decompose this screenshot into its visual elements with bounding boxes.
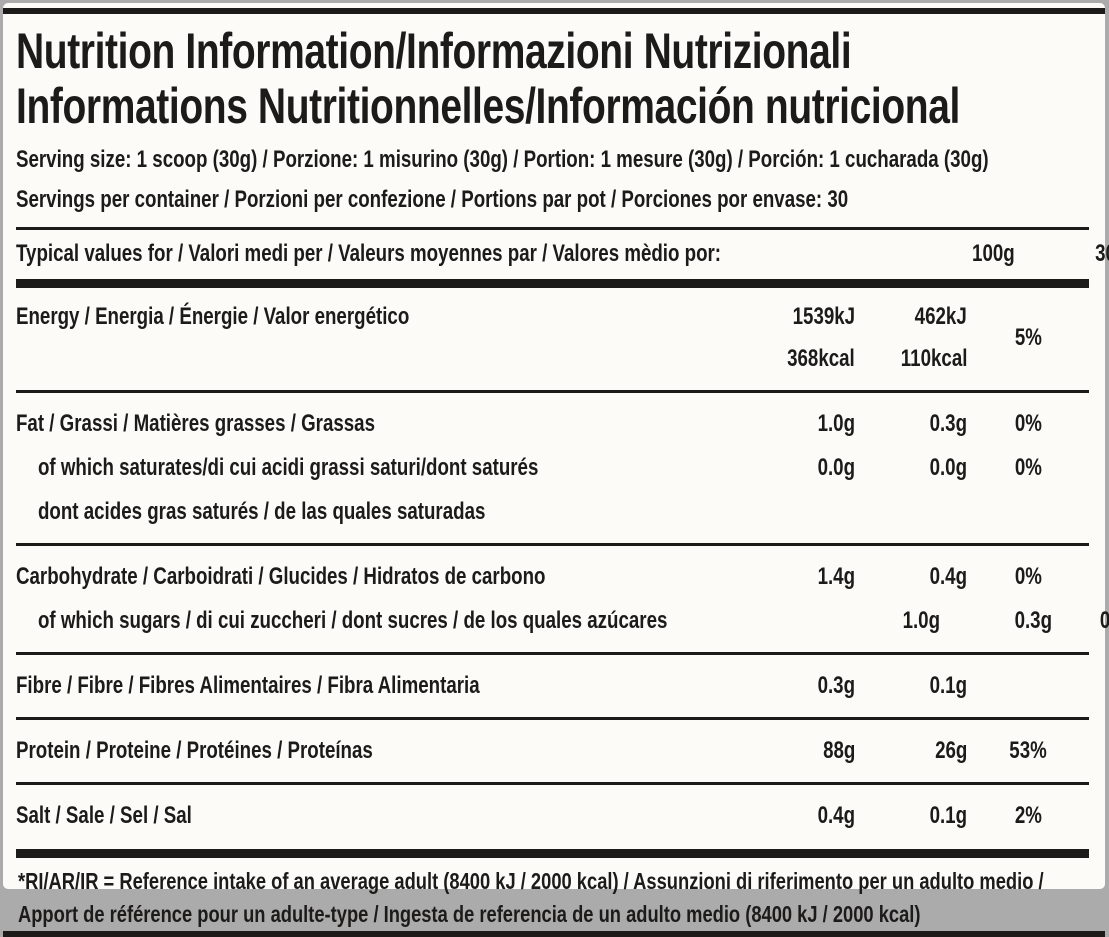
row-value-30g: 0.0g (855, 446, 967, 490)
table-row-sugars: of which sugars / di cui zuccheri / dont… (16, 599, 1089, 643)
row-value-30g: 0.3g (940, 599, 1052, 643)
carbohydrate-section: Carbohydrate / Carboidrati / Glucides / … (16, 543, 1089, 652)
row-value-30g: 0.1g (855, 664, 967, 708)
row-value-ri: 0% (1052, 599, 1109, 643)
row-value-30g: 26g (855, 729, 967, 773)
protein-section: Protein / Proteine / Protéines / Proteín… (16, 717, 1089, 782)
energy-kcal-30g: 110kcal (855, 345, 967, 373)
serving-size-line: Serving size: 1 scoop (30g) / Porzione: … (16, 145, 1089, 175)
row-value-100g: 1.0g (760, 402, 855, 446)
table-row-fat: Fat / Grassi / Matières grasses / Grassa… (16, 402, 1089, 446)
table-row-protein: Protein / Proteine / Protéines / Proteín… (16, 729, 1089, 773)
servings-per-container-line: Servings per container / Porzioni per co… (16, 185, 1089, 215)
row-label: Fat / Grassi / Matières grasses / Grassa… (16, 402, 760, 446)
row-label: dont acides gras saturés / de las quales… (16, 490, 760, 534)
row-value-ri: 0% (967, 446, 1089, 490)
energy-kcal-100g: 368kcal (760, 345, 855, 373)
energy-ri-percent: 5% (967, 324, 1089, 352)
fibre-section: Fibre / Fibre / Fibres Alimentaires / Fi… (16, 652, 1089, 717)
row-label: of which sugars / di cui zuccheri / dont… (16, 599, 845, 643)
row-value-30g: 0.3g (855, 402, 967, 446)
row-label: Protein / Proteine / Protéines / Proteín… (16, 729, 760, 773)
table-row-salt: Salt / Sale / Sel / Sal 0.4g 0.1g 2% (16, 794, 1089, 838)
label-title: Nutrition Information/Informazioni Nutri… (16, 24, 1089, 134)
row-value-100g: 1.0g (845, 599, 940, 643)
row-value-ri: 2% (967, 794, 1089, 838)
row-value-30g: 0.4g (855, 555, 967, 599)
row-value-100g: 1.4g (760, 555, 855, 599)
reference-intake-footnote: *RI/AR/IR = Reference intake of an avera… (16, 858, 1089, 931)
salt-section: Salt / Sale / Sel / Sal 0.4g 0.1g 2% (16, 782, 1089, 847)
energy-kj-100g: 1539kJ (760, 303, 855, 331)
table-row-fibre: Fibre / Fibre / Fibres Alimentaires / Fi… (16, 664, 1089, 708)
row-label: Fibre / Fibre / Fibres Alimentaires / Fi… (16, 664, 760, 708)
label-frame: Nutrition Information/Informazioni Nutri… (3, 8, 1105, 937)
row-label: of which saturates/di cui acidi grassi s… (16, 446, 760, 490)
row-value-ri: 0% (967, 402, 1089, 446)
row-value-100g: 88g (760, 729, 855, 773)
thick-divider-bottom (16, 849, 1089, 858)
row-value-ri: 53% (967, 729, 1089, 773)
title-line-2: Informations Nutritionnelles/Información… (16, 79, 960, 134)
row-value-30g: 0.1g (855, 794, 967, 838)
row-value-100g: 0.0g (760, 446, 855, 490)
fat-section: Fat / Grassi / Matières grasses / Grassa… (16, 390, 1089, 543)
header-col-30g: 30g (1015, 240, 1109, 268)
row-label: Salt / Sale / Sel / Sal (16, 794, 760, 838)
energy-label: Energy / Energia / Énergie / Valor energ… (16, 303, 760, 331)
title-line-1: Nutrition Information/Informazioni Nutri… (16, 24, 851, 79)
row-value-ri (967, 664, 1089, 708)
table-header-row: Typical values for / Valori medi per / V… (16, 230, 1089, 279)
row-value-ri: 0% (967, 555, 1089, 599)
energy-kj-30g: 462kJ (855, 303, 967, 331)
nutrition-label-card: Nutrition Information/Informazioni Nutri… (3, 3, 1105, 889)
table-row-saturates-cont: dont acides gras saturés / de las quales… (16, 490, 1089, 534)
header-typical-values: Typical values for / Valori medi per / V… (16, 240, 920, 268)
table-row-carbohydrate: Carbohydrate / Carboidrati / Glucides / … (16, 555, 1089, 599)
header-col-100g: 100g (920, 240, 1015, 268)
thick-divider-top (16, 279, 1089, 288)
row-value-100g: 0.3g (760, 664, 855, 708)
row-label: Carbohydrate / Carboidrati / Glucides / … (16, 555, 760, 599)
row-value-100g: 0.4g (760, 794, 855, 838)
table-row-saturates: of which saturates/di cui acidi grassi s… (16, 446, 1089, 490)
energy-section: Energy / Energia / Énergie / Valor energ… (16, 288, 1089, 390)
